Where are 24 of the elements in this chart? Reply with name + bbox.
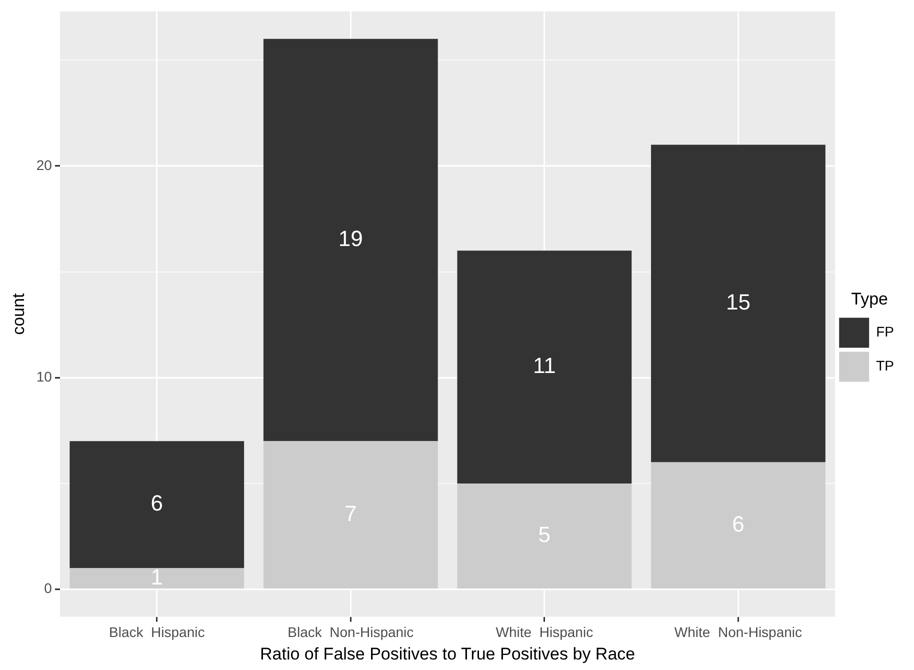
data-label: 19 [338, 226, 363, 252]
legend-title: Type [851, 289, 888, 308]
legend-label: FP [876, 324, 894, 340]
y-axis-title: count [8, 293, 28, 335]
y-tick-label: 20 [36, 156, 52, 173]
y-tick-label: 0 [44, 580, 52, 596]
bar [457, 250, 632, 484]
x-tick-label: Black Non-Hispanic [288, 624, 414, 640]
bar [263, 38, 438, 442]
data-label: 11 [533, 353, 556, 378]
bar [263, 441, 438, 588]
bar [457, 483, 632, 588]
bar [651, 462, 826, 588]
x-axis-title: Ratio of False Positives to True Positives by Race [260, 644, 636, 664]
x-tick-label: White Non-Hispanic [674, 624, 802, 640]
bar [70, 441, 244, 568]
legend-label: TP [876, 358, 894, 374]
bar [651, 144, 826, 462]
x-tick-label: Black Hispanic [109, 624, 205, 640]
x-tick-label: White Hispanic [496, 624, 594, 640]
data-label: 15 [726, 290, 750, 315]
bar [70, 568, 244, 588]
y-tick-label: 10 [36, 368, 52, 384]
data-label: 6 [150, 490, 163, 516]
